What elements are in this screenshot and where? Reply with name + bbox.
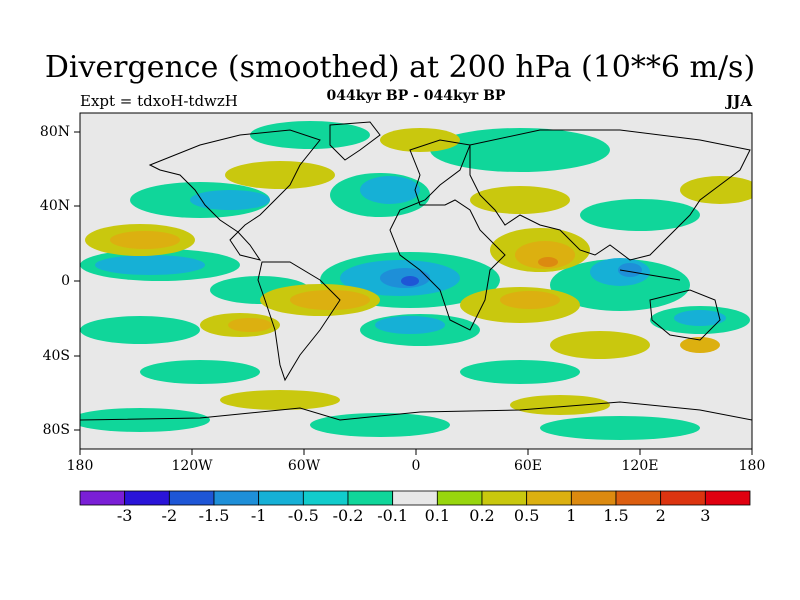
field-level-pos-strong xyxy=(538,257,558,267)
lat-label-40s: 40S xyxy=(42,348,70,364)
colorbar-swatch xyxy=(481,490,528,506)
season-label: JJA xyxy=(726,92,752,110)
colorbar-label: 3 xyxy=(700,506,711,525)
colorbar-label: 0.5 xyxy=(513,506,540,525)
colorbar-swatch xyxy=(347,490,394,506)
colorbar-label: 1.5 xyxy=(603,506,629,525)
lon-label-0: 0 xyxy=(411,458,421,474)
lon-label-180w: 180 xyxy=(66,458,94,474)
colorbar-swatch xyxy=(213,490,260,506)
lon-label-60e: 60E xyxy=(513,458,543,474)
lat-label-80s: 80S xyxy=(42,422,70,438)
divergence-field xyxy=(80,121,752,440)
lon-label-60w: 60W xyxy=(287,458,321,474)
colorbar-swatch xyxy=(526,490,572,506)
experiment-label: Expt = tdxoH-tdwzH xyxy=(80,92,238,110)
colorbar-swatch xyxy=(168,490,215,506)
lon-label-120w: 120W xyxy=(171,458,213,474)
colorbar-label: 0.1 xyxy=(424,506,451,525)
colorbar-label: 2 xyxy=(655,506,666,525)
colorbar-label: -3 xyxy=(116,506,133,525)
colorbar-label: 0.2 xyxy=(469,506,495,525)
lon-label-120e: 120E xyxy=(621,458,659,474)
colorbar-label: -0.5 xyxy=(287,506,319,525)
colorbar-label: -1 xyxy=(250,506,267,525)
colorbar-swatch xyxy=(79,490,126,506)
colorbar-swatch xyxy=(704,490,751,506)
colorbar-swatch xyxy=(570,490,617,506)
lat-label-40n: 40N xyxy=(39,198,70,214)
coastlines xyxy=(80,121,752,421)
colorbar-label: -0.1 xyxy=(377,506,409,525)
colorbar-swatch xyxy=(615,490,662,506)
lon-label-180e: 180 xyxy=(738,458,766,474)
colorbar-label: -2 xyxy=(161,506,178,525)
field-level-neg-max xyxy=(401,276,419,286)
colorbar-swatch xyxy=(436,490,483,506)
colorbar-swatch xyxy=(302,490,349,506)
colorbar xyxy=(79,490,751,506)
lat-label-80n: 80N xyxy=(39,124,70,140)
colorbar-swatch xyxy=(124,490,170,506)
map-title: Divergence (smoothed) at 200 hPa (10**6 … xyxy=(44,50,756,85)
colorbar-label: -1.5 xyxy=(198,506,230,525)
colorbar-swatch xyxy=(258,490,304,506)
colorbar-swatch xyxy=(392,490,438,506)
period-label: 044kyr BP - 044kyr BP xyxy=(326,88,506,104)
colorbar-label: -0.2 xyxy=(332,506,364,525)
colorbar-label: 1 xyxy=(566,506,577,525)
field-level-pos-mid xyxy=(110,231,720,353)
axis-ticks xyxy=(74,131,753,455)
lat-label-0: 0 xyxy=(61,273,70,289)
colorbar-swatch xyxy=(660,490,706,506)
